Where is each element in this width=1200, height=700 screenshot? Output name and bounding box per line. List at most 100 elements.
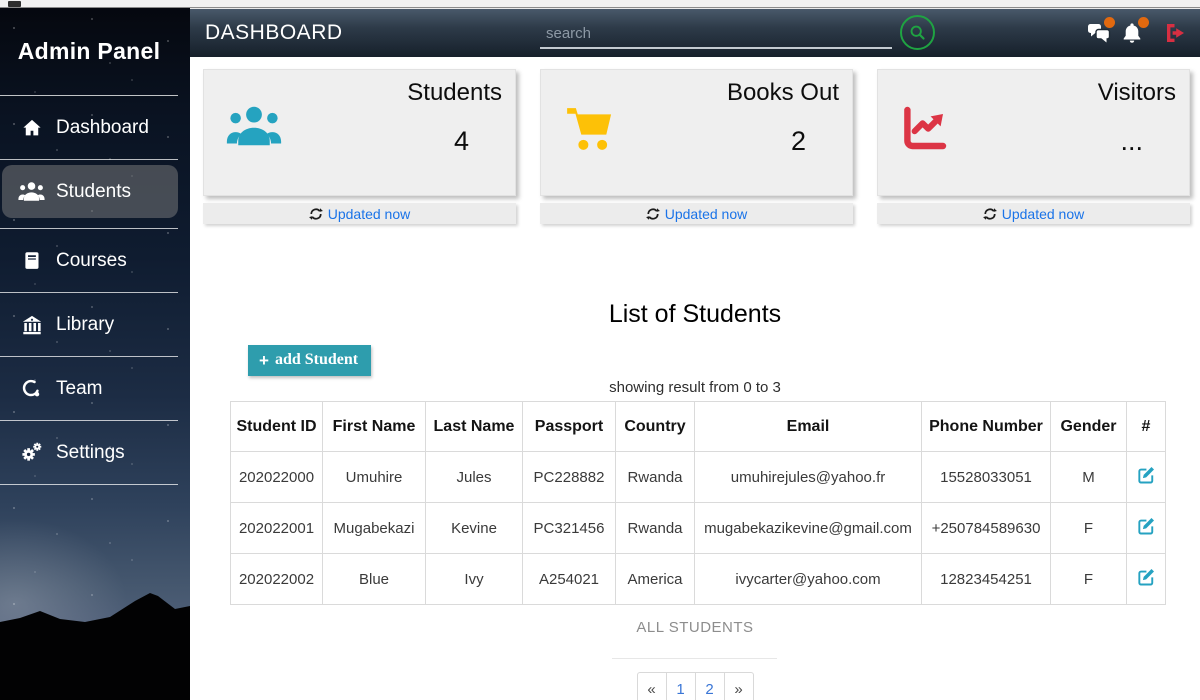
stat-cards: Students 4 Updated now	[203, 69, 1190, 224]
updated-now-link[interactable]: Updated now	[327, 205, 411, 222]
sidebar-item-dashboard[interactable]: Dashboard	[0, 96, 178, 160]
cell-student-id: 202022002	[230, 553, 323, 605]
browser-edge-tab	[8, 1, 21, 7]
pagination-next[interactable]: »	[723, 672, 754, 700]
add-student-button[interactable]: + add Student	[248, 345, 372, 376]
cell-country: America	[615, 553, 695, 605]
table-row: 202022000 Umuhire Jules PC228882 Rwanda …	[230, 451, 1166, 503]
sidebar-item-label: Courses	[56, 249, 127, 271]
sidebar: Admin Panel Dashboard	[0, 8, 190, 700]
col-last-name: Last Name	[425, 401, 523, 452]
search-input[interactable]	[540, 19, 892, 49]
sidebar-nav: Dashboard Students	[0, 96, 178, 485]
cell-passport: A254021	[522, 553, 616, 605]
search-button[interactable]	[900, 15, 935, 50]
gears-icon	[18, 441, 45, 465]
cart-icon	[563, 104, 619, 156]
bell-icon[interactable]	[1120, 17, 1149, 45]
pagination-page-1[interactable]: 1	[665, 672, 696, 700]
col-email: Email	[694, 401, 922, 452]
notification-badge	[1104, 17, 1115, 28]
divider	[612, 658, 777, 659]
cell-last-name: Jules	[425, 451, 523, 503]
col-first-name: First Name	[322, 401, 426, 452]
chart-line-icon	[900, 104, 956, 156]
refresh-icon	[308, 207, 323, 221]
updated-now-link[interactable]: Updated now	[664, 205, 748, 222]
sidebar-item-students[interactable]: Students	[0, 165, 178, 229]
result-count-text: showing result from 0 to 3	[609, 379, 781, 396]
table-header-row: Student ID First Name Last Name Passport…	[230, 401, 1166, 452]
team-icon	[18, 377, 45, 401]
refresh-icon	[645, 207, 660, 221]
comments-icon[interactable]	[1086, 17, 1115, 45]
sidebar-item-team[interactable]: Team	[0, 357, 178, 421]
edit-icon[interactable]	[1135, 516, 1157, 538]
topbar: DASHBOARD	[190, 8, 1200, 57]
browser-edge-strip	[0, 0, 1200, 8]
page-title: DASHBOARD	[205, 21, 343, 44]
table-row: 202022001 Mugabekazi Kevine PC321456 Rwa…	[230, 502, 1166, 554]
card-title: Visitors	[1097, 79, 1176, 106]
updated-now-link[interactable]: Updated now	[1001, 205, 1085, 222]
cell-last-name: Kevine	[425, 502, 523, 554]
cell-email: ivycarter@yahoo.com	[694, 553, 922, 605]
cell-first-name: Blue	[322, 553, 426, 605]
mountain-silhouette	[0, 593, 190, 700]
cell-first-name: Umuhire	[322, 451, 426, 503]
sidebar-item-settings[interactable]: Settings	[0, 421, 178, 485]
cell-student-id: 202022000	[230, 451, 323, 503]
home-icon	[18, 116, 45, 140]
pagination-page-2[interactable]: 2	[694, 672, 725, 700]
sidebar-item-label: Team	[56, 377, 103, 399]
cell-country: Rwanda	[615, 451, 695, 503]
cell-actions	[1126, 502, 1166, 554]
pagination-prev[interactable]: «	[636, 672, 667, 700]
stat-card-books-out: Books Out 2 Updated now	[540, 69, 853, 224]
pagination: « 1 2 »	[190, 672, 1200, 700]
plus-icon: +	[259, 350, 269, 370]
app-title: Admin Panel	[17, 38, 161, 64]
card-title: Students	[407, 79, 502, 106]
card-footer: Updated now	[540, 203, 853, 224]
section-heading: List of Students	[608, 300, 782, 328]
main-content: Students 4 Updated now	[190, 57, 1200, 700]
library-icon	[18, 313, 45, 337]
cell-actions	[1126, 451, 1166, 503]
col-phone: Phone Number	[921, 401, 1051, 452]
cell-phone: 12823454251	[921, 553, 1051, 605]
sidebar-item-label: Dashboard	[56, 116, 149, 138]
students-table: Student ID First Name Last Name Passport…	[230, 401, 1166, 605]
cell-student-id: 202022001	[230, 502, 323, 554]
sidebar-header: Admin Panel	[0, 8, 178, 96]
logout-icon[interactable]	[1163, 21, 1189, 45]
cell-gender: F	[1050, 553, 1127, 605]
cell-phone: +250784589630	[921, 502, 1051, 554]
cell-email: mugabekazikevine@gmail.com	[694, 502, 922, 554]
stat-card-students: Students 4 Updated now	[203, 69, 516, 224]
col-actions: #	[1126, 401, 1166, 452]
card-value: 2	[790, 126, 806, 156]
cell-passport: PC321456	[522, 502, 616, 554]
cell-actions	[1126, 553, 1166, 605]
sidebar-item-courses[interactable]: Courses	[0, 229, 178, 293]
cell-phone: 15528033051	[921, 451, 1051, 503]
col-passport: Passport	[522, 401, 616, 452]
sidebar-item-library[interactable]: Library	[0, 293, 178, 357]
search-icon	[908, 23, 927, 42]
cell-country: Rwanda	[615, 502, 695, 554]
card-value: ...	[1120, 126, 1143, 156]
card-footer: Updated now	[203, 203, 516, 224]
cell-first-name: Mugabekazi	[322, 502, 426, 554]
cell-email: umuhirejules@yahoo.fr	[694, 451, 922, 503]
stat-card-visitors: Visitors ... Updated now	[877, 69, 1190, 224]
sidebar-item-label: Settings	[56, 441, 125, 463]
col-country: Country	[615, 401, 695, 452]
edit-icon[interactable]	[1135, 567, 1157, 589]
edit-icon[interactable]	[1135, 465, 1157, 487]
sidebar-item-label: Library	[56, 313, 115, 335]
cell-gender: F	[1050, 502, 1127, 554]
notification-badge	[1138, 17, 1149, 28]
cell-gender: M	[1050, 451, 1127, 503]
